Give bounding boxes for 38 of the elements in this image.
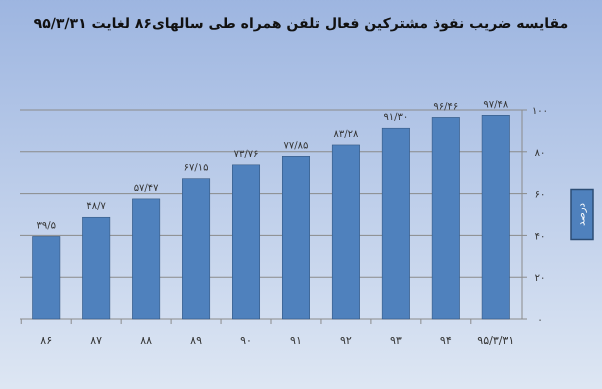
x-tick-label: ۹۴ [440,334,452,347]
y-tick-label: ۲۰ [534,273,546,284]
chart-title: مقایسه ضریب نفوذ مشترکین فعال تلفن همراه طی سالهای۸۶ لغایت ۹۵/۳/۳۱ [34,16,568,32]
bar [482,115,510,320]
x-tick-label: ۹۲ [340,334,352,347]
y-tick-label: ۸۰ [534,148,546,159]
data-label: ۷۳/۷۶ [234,148,258,160]
data-label: ۹۷/۴۸ [483,99,509,110]
data-label: ۹۶/۴۶ [433,101,458,112]
bar [332,144,360,320]
data-label: ۷۷/۸۵ [284,140,308,152]
data-label: ۸۳/۲۸ [333,128,359,140]
bar [182,178,210,320]
bar [32,236,60,320]
data-label: ۵۷/۴۷ [134,182,160,194]
bar [282,156,310,320]
data-label: ۴۸/۷ [86,201,107,212]
text: درصد [576,202,588,226]
x-tick-label: ۹۰ [240,334,252,347]
x-tick-label: ۸۶ [40,334,52,347]
x-tick-label: ۹۵/۳/۳۱ [477,334,514,347]
bar [232,164,260,320]
data-label: ۶۷/۱۵ [184,162,209,174]
data-label: ۹۱/۳۰ [383,112,408,124]
y-tick-label: ۰ [537,315,543,326]
bar [82,216,110,320]
x-tick-label: ۹۱ [290,334,302,347]
x-tick-label: ۸۸ [140,334,152,347]
data-label: ۳۹/۵ [36,220,56,232]
y-tick-label: ۴۰ [534,231,546,242]
bar [432,117,460,320]
bar [132,198,160,320]
x-tick-label: ۹۳ [390,334,402,347]
y-tick-label: ۶۰ [534,190,546,201]
x-tick-label: ۸۹ [190,334,202,347]
y-tick-label: ۱۰۰ [532,106,548,117]
bar [382,128,410,320]
x-tick-label: ۸۷ [90,334,102,347]
